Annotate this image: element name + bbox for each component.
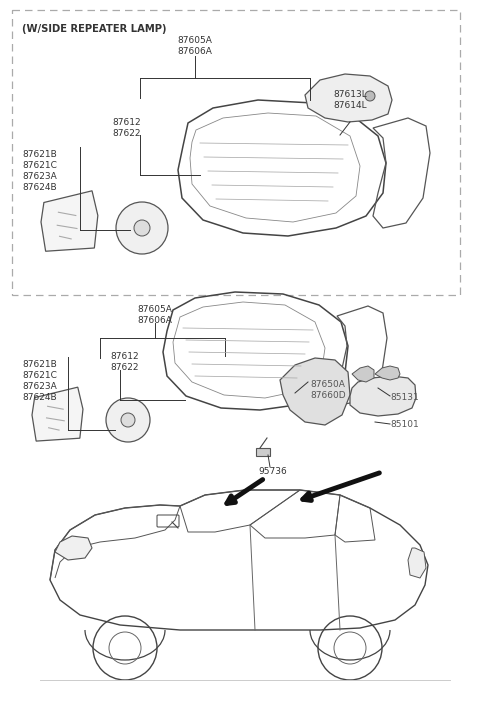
Bar (12, 10, 460, 295)
Circle shape (121, 413, 135, 427)
Text: 87612
87622: 87612 87622 (110, 352, 139, 372)
Polygon shape (280, 358, 350, 425)
Polygon shape (55, 536, 92, 560)
Polygon shape (375, 366, 400, 380)
Circle shape (134, 220, 150, 236)
Text: 87605A
87606A: 87605A 87606A (178, 36, 213, 56)
Text: 87612
87622: 87612 87622 (112, 118, 141, 138)
Polygon shape (32, 387, 83, 441)
Text: 87621B
87621C
87623A
87624B: 87621B 87621C 87623A 87624B (22, 150, 57, 192)
Polygon shape (305, 74, 392, 122)
Polygon shape (41, 191, 98, 251)
Text: 87605A
87606A: 87605A 87606A (138, 305, 172, 325)
Text: 85101: 85101 (390, 420, 419, 429)
Text: 87650A
87660D: 87650A 87660D (310, 380, 346, 400)
Circle shape (116, 202, 168, 254)
Text: 87613L
87614L: 87613L 87614L (333, 90, 367, 110)
Text: 87621B
87621C
87623A
87624B: 87621B 87621C 87623A 87624B (22, 360, 57, 402)
Polygon shape (352, 366, 374, 382)
Polygon shape (408, 548, 426, 578)
Polygon shape (350, 376, 416, 416)
Text: 85131: 85131 (390, 393, 419, 402)
Circle shape (106, 398, 150, 442)
Text: 95736: 95736 (258, 467, 287, 476)
Circle shape (365, 91, 375, 101)
Text: (W/SIDE REPEATER LAMP): (W/SIDE REPEATER LAMP) (22, 24, 167, 34)
Bar (256, 448, 270, 456)
